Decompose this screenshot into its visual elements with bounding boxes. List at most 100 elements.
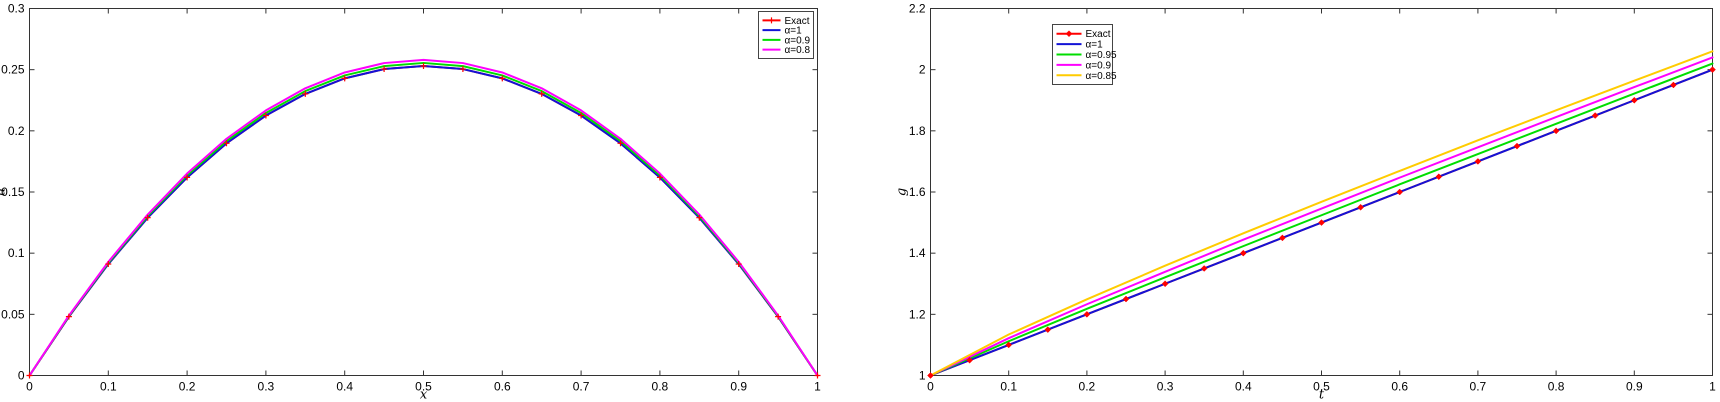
plus-marker [341,75,348,82]
x-tick-label: 0.4 [336,380,353,394]
diamond-marker [1065,30,1073,38]
diamond-marker [1083,310,1091,318]
y-tick-label: 0.25 [1,63,25,77]
plus-marker [459,66,466,73]
x-tick-label: 0 [927,380,934,394]
y-tick-label: 1 [919,369,926,383]
tick-marks [29,8,818,376]
plus-marker [617,140,624,147]
y-tick-label: 2.2 [909,2,926,16]
plus-marker [538,90,545,97]
diamond-marker [966,356,973,364]
y-tick-label: 0 [18,369,25,383]
diamond-marker [1044,326,1052,333]
plus-marker [768,17,775,24]
plus-marker [381,66,388,73]
plus-marker [814,372,821,379]
plus-marker [26,372,33,379]
plus-marker [184,174,191,181]
diamond-marker [1630,96,1638,104]
plus-marker [223,140,230,147]
x-tick-label: 0.2 [179,380,196,394]
legend-entry-label: α=1 [1086,40,1104,51]
legend-entry-label: α=0.9 [1086,60,1112,71]
diamond-marker [1239,249,1247,257]
x-tick-label: 0.5 [1313,380,1330,394]
x-tick-label: 0.5 [415,380,432,394]
x-tick-label: 0.1 [1000,380,1017,394]
x-tick-label: 0.1 [100,380,117,394]
legend-entry-label: α=0.95 [1086,50,1118,61]
right-plot: 0 0.1 0.2 0.3 0.4 0.5 0.6 0.7 0.8 0.9 1 1 1.2 1.4 1.6 1… [895,2,1717,402]
x-axis-label: t [1319,388,1325,402]
y-tick-label: 0.1 [8,246,25,260]
x-tick-label: 0.7 [1470,380,1487,394]
x-tick-label: 0 [26,380,33,394]
diamond-marker [1396,188,1404,196]
plus-marker [105,261,112,268]
legend-entry-label: α=1 [785,26,803,37]
plus-marker [696,214,703,221]
diamond-marker [1709,66,1716,74]
x-tick-label: 0.8 [652,380,669,394]
plus-marker [420,62,427,69]
y-axis-label: u [0,188,9,196]
y-tick-label: 0.3 [8,2,25,16]
diamond-marker [1279,234,1286,242]
plus-marker [144,214,151,221]
series-line-α=0.95 [929,62,1714,377]
legend-entry-label: Exact [785,16,810,27]
tick-marks [930,8,1713,376]
x-tick-label: 0.3 [1157,380,1174,394]
series-line-α=1 [28,64,819,377]
x-axis-label: x [420,388,428,402]
plus-marker [656,174,663,181]
legend-entry-label: α=0.85 [1086,71,1118,82]
x-tick-label: 0.2 [1079,380,1096,394]
plus-marker [262,112,269,119]
series-line-α=0.9 [28,61,819,377]
diamond-marker [1122,295,1130,303]
y-tick-label: 2 [919,63,926,77]
y-axis-label: g [895,188,910,196]
diamond-marker [1357,203,1364,211]
series-markers-Exact [26,62,821,379]
diamond-marker [1552,127,1560,135]
y-tick-label: 0.15 [1,185,25,199]
plus-marker [65,313,72,320]
diamond-marker [1670,81,1677,89]
diamond-marker [1513,142,1521,150]
diamond-marker [1435,173,1443,181]
plus-marker [499,75,506,82]
series-line-α=0.8 [28,58,819,377]
x-tick-label: 0.8 [1548,380,1565,394]
y-tick-label: 1.6 [909,185,926,199]
diamond-marker [1005,341,1013,349]
x-tick-label: 0.7 [573,380,590,394]
series-line-α=0.85 [929,50,1714,377]
diamond-marker [1591,112,1599,119]
y-tick-label: 0.2 [8,124,25,138]
plus-marker [302,90,309,97]
y-tick-label: 1.4 [909,246,926,260]
diamond-marker [1318,219,1325,226]
diamond-marker [1200,265,1208,272]
x-tick-label: 0.9 [730,380,747,394]
x-tick-label: 0.6 [1391,380,1408,394]
plus-marker [735,261,742,268]
x-tick-label: 0.9 [1626,380,1643,394]
legend-entry-label: Exact [1086,29,1111,40]
series-markers-Exact [927,66,1716,379]
x-tick-label: 0.3 [258,380,275,394]
x-tick-label: 0.4 [1235,380,1252,394]
y-tick-label: 0.05 [1,307,25,321]
legend-box [758,11,814,59]
legend-entry-label: α=0.9 [785,35,811,46]
legend-entry-label: α=0.8 [785,45,811,56]
diamond-marker [927,372,934,379]
diamond-marker [1474,158,1482,165]
series-line-Exact [28,64,819,377]
